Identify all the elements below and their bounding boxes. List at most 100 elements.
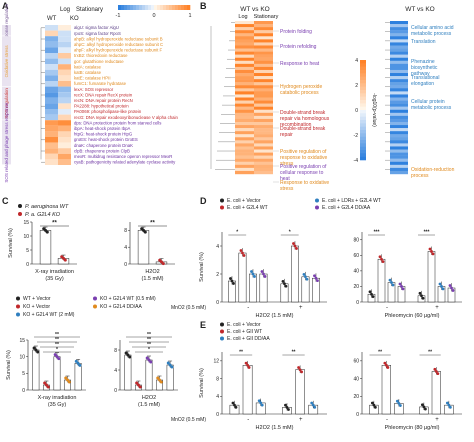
a-colorbar-cell xyxy=(181,5,185,10)
e-point xyxy=(297,366,300,369)
e-point xyxy=(311,403,315,407)
c-legend2-marker xyxy=(16,296,20,301)
e-sig: ** xyxy=(239,350,243,356)
b-legend-cell xyxy=(360,106,366,111)
b-left-heat-cell xyxy=(254,48,273,52)
d-legend-label: E. coli + G2L4 WT xyxy=(227,205,268,211)
e-sig: ** xyxy=(428,350,432,356)
b-left-heat-cell xyxy=(254,170,273,175)
c-top-xsub: (1.5 mM) xyxy=(142,276,164,282)
c-legend1-marker xyxy=(18,204,22,208)
e-sig: ** xyxy=(292,350,296,356)
c-bottom-plot-ytick-label: 8 xyxy=(114,348,117,354)
b-left-heat-cell xyxy=(254,54,273,58)
c-bottom-plot-point xyxy=(158,378,162,382)
a-heat-cell xyxy=(45,86,58,93)
b-left-heat-cell xyxy=(235,48,254,52)
b-left-heat-cell xyxy=(254,97,273,101)
b-right-heat-cell xyxy=(390,161,408,166)
a-colorbar-cell xyxy=(172,5,176,10)
d-bar xyxy=(377,258,386,303)
b-legend-cell xyxy=(360,73,366,77)
b-left-term-label: catabolic process xyxy=(280,90,319,96)
c-legend1-label: P. a. G2L4 KO xyxy=(25,212,61,218)
c-bottom-plot-ytick-label: 0 xyxy=(22,388,25,394)
b-legend-cell xyxy=(360,60,366,64)
b-right-term-label: metabolic process xyxy=(411,31,452,37)
b-right-heat-cell xyxy=(390,42,408,46)
d-point xyxy=(371,295,375,299)
b-right-heat-cell xyxy=(390,164,408,169)
b-legend-cell xyxy=(360,66,366,71)
a-heat-cell xyxy=(58,86,71,93)
e-point xyxy=(448,405,452,409)
a-heat-cell xyxy=(58,47,71,53)
d-sig: *** xyxy=(424,230,430,236)
a-colorbar-cell xyxy=(127,5,131,10)
d-ytick-label: 0 xyxy=(356,300,359,306)
b-left-heat-cell xyxy=(235,79,254,83)
b-left-heat-cell xyxy=(235,73,254,77)
d-point xyxy=(368,290,372,294)
a-col-log: Log xyxy=(60,7,70,13)
a-heat-cell xyxy=(58,137,71,143)
b-left-heat-cell xyxy=(254,137,273,141)
c-bottom-plot-point xyxy=(170,365,174,369)
b-left-heat-cell xyxy=(254,60,273,65)
d-point xyxy=(400,285,403,288)
a-heat-cell xyxy=(58,103,71,109)
d-bar xyxy=(259,273,268,303)
b-right-term-label: elongation xyxy=(411,81,434,87)
b-left-heat-cell xyxy=(254,164,273,169)
e-point xyxy=(259,401,263,405)
d-ytick-label: 80 xyxy=(353,238,359,244)
d-point xyxy=(430,250,433,253)
a-heat-cell xyxy=(58,41,71,48)
d-mno2-sign: - xyxy=(247,305,249,311)
b-right-heat-cell xyxy=(390,66,408,71)
e-point xyxy=(244,361,248,365)
b-left-heat-cell xyxy=(254,158,273,162)
b-left-term-label: recombination xyxy=(280,122,312,128)
e-point xyxy=(384,363,388,367)
e-point xyxy=(433,367,437,371)
b-left-heat-cell xyxy=(235,134,254,138)
c-bottom-plot-point xyxy=(66,378,70,382)
a-colorbar-cell xyxy=(118,5,122,10)
b-left-heat-cell xyxy=(235,100,254,104)
a-group-label: SOS regulation xyxy=(4,88,9,119)
c-bottom-plot-ytick-label: 15 xyxy=(19,338,25,344)
b-left-heat-cell xyxy=(254,100,273,104)
c-bottom-plot-bar xyxy=(53,356,61,391)
d-bar xyxy=(291,245,299,303)
e-legend-marker xyxy=(220,329,224,334)
e-ytick-label: 4 xyxy=(216,394,219,400)
b-left-heat-cell xyxy=(254,155,273,159)
e-point xyxy=(298,368,302,372)
a-heat-cell xyxy=(58,64,71,70)
b-left-heat-cell xyxy=(254,88,273,92)
e-xlabel: H2O2 (1.5 mM) xyxy=(256,425,294,431)
e-point xyxy=(386,366,390,369)
c-top-sig: ** xyxy=(52,221,57,227)
b-left-heat-cell xyxy=(235,85,254,89)
b-right-term-label: Cellular amino acid xyxy=(411,25,454,31)
d-legend-marker xyxy=(315,198,319,203)
a-colorbar-cell xyxy=(130,5,134,10)
d-point xyxy=(390,281,393,284)
c-bottom-xsub: (1.5 mM) xyxy=(138,402,160,408)
b-left-term-label: heat xyxy=(280,176,290,182)
a-group-label: Oxidative stress xyxy=(4,45,9,78)
b-right-heat-cell xyxy=(390,106,408,110)
b-left-heat-cell xyxy=(254,167,273,172)
d-point xyxy=(281,279,285,283)
b-left-heat-cell xyxy=(235,82,254,86)
c-bottom-plot-point xyxy=(126,353,130,357)
a-gene-label: ahpC: alkyl hydroperoxide reductase subu… xyxy=(74,42,163,47)
b-left-heat-cell xyxy=(235,158,254,162)
b-left-term-label: Hydrogen peroxide xyxy=(280,84,322,90)
a-heat-cell xyxy=(58,159,71,165)
a-colorbar-cell xyxy=(151,5,155,10)
b-left-heat-cell xyxy=(235,128,254,132)
